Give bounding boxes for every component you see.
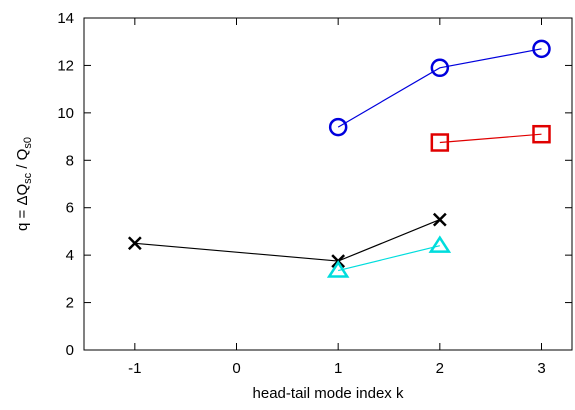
y-tick-label: 0 xyxy=(66,342,74,359)
series-line xyxy=(338,245,440,272)
x-tick-label: 3 xyxy=(537,360,545,377)
y-label-sub: sc xyxy=(22,172,34,184)
y-tick-label: 6 xyxy=(66,200,74,217)
x-tick-label: -1 xyxy=(128,360,141,377)
y-tick-label: 14 xyxy=(57,10,74,27)
x-tick-label: 0 xyxy=(232,360,240,377)
x-tick-label: 2 xyxy=(436,360,444,377)
y-tick-label: 2 xyxy=(66,295,74,312)
y-tick-label: 10 xyxy=(57,105,74,122)
series-line xyxy=(439,133,542,144)
plot-frame xyxy=(83,17,573,351)
x-tick-label: 1 xyxy=(334,360,342,377)
y-label-sub: s0 xyxy=(22,137,34,149)
x-axis-label: head-tail mode index k xyxy=(253,385,404,402)
point xyxy=(430,58,450,78)
point xyxy=(532,39,551,59)
point xyxy=(127,236,142,251)
point xyxy=(428,235,452,253)
point xyxy=(432,212,447,227)
point xyxy=(430,133,450,152)
point xyxy=(328,117,348,137)
point xyxy=(532,124,551,144)
y-label-part: q = ΔQ xyxy=(14,184,31,231)
y-tick-label: 4 xyxy=(66,247,74,264)
y-label-part: / Q xyxy=(14,149,31,173)
point xyxy=(326,260,350,278)
series-line xyxy=(337,48,542,128)
y-axis-label: q = ΔQsc / Qs0 xyxy=(14,137,34,231)
series-line xyxy=(134,219,441,262)
y-tick-label: 12 xyxy=(57,57,74,74)
y-tick-label: 8 xyxy=(66,152,74,169)
